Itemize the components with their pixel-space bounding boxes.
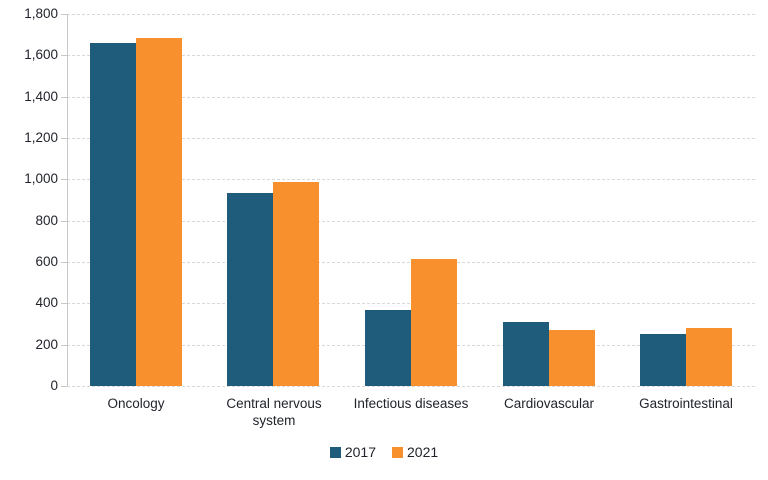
gridline-1000 [67, 179, 755, 181]
legend-label-2017: 2017 [344, 444, 376, 460]
y-tick-600 [61, 262, 67, 263]
gridline-800 [67, 220, 755, 222]
y-axis-label-200: 200 [35, 336, 58, 352]
y-axis-label-400: 400 [35, 295, 58, 311]
bar-2021-oncology [136, 38, 182, 386]
x-axis-label-oncology: Oncology [107, 396, 165, 411]
legend-item-2017: 2017 [329, 444, 376, 460]
bar-2017-gastrointestinal [640, 334, 686, 386]
legend-swatch-2017 [329, 446, 341, 458]
bar-2017-infectious-diseases [365, 310, 411, 386]
x-axis-label-central-nervous-system: Central nervous system [226, 396, 322, 428]
bar-2021-gastrointestinal [686, 328, 732, 386]
x-axis-label-cardiovascular: Cardiovascular [503, 396, 595, 411]
gridline-1800 [67, 14, 755, 15]
y-axis-label-1000: 1,000 [24, 171, 58, 187]
y-tick-1200 [61, 138, 67, 139]
y-axis-label-1800: 1,800 [24, 6, 58, 21]
bar-2021-cardiovascular [549, 330, 595, 386]
x-axis-label-infectious-diseases: Infectious diseases [353, 396, 469, 411]
y-tick-400 [61, 303, 67, 305]
bar-2021-central-nervous-system [273, 182, 319, 386]
y-tick-1000 [61, 179, 67, 181]
gridline-1400 [67, 96, 755, 98]
legend-swatch-2021 [392, 446, 403, 458]
y-axis-label-1400: 1,400 [24, 88, 58, 104]
bar-2017-cardiovascular [503, 322, 549, 386]
bar-2017-oncology [90, 43, 136, 386]
y-axis-label-0: 0 [50, 378, 58, 393]
y-axis-label-1200: 1,200 [24, 130, 58, 145]
legend-item-2021: 2021 [392, 444, 438, 460]
y-axis-line [67, 14, 68, 386]
legend-label-2021: 2021 [407, 444, 439, 460]
y-tick-200 [61, 344, 67, 346]
gridline-0 [67, 386, 755, 387]
bar-2017-central-nervous-system [227, 193, 273, 386]
bar-2021-infectious-diseases [411, 259, 457, 386]
y-tick-1600 [61, 55, 67, 57]
y-axis-label-800: 800 [35, 212, 58, 228]
y-tick-1800 [61, 14, 67, 15]
gridline-1600 [67, 55, 755, 57]
y-axis-label-600: 600 [35, 254, 58, 269]
y-tick-0 [61, 386, 67, 387]
y-tick-800 [61, 220, 67, 222]
y-axis-label-1600: 1,600 [24, 47, 58, 63]
legend: 2017 2021 [0, 444, 768, 460]
y-tick-1400 [61, 96, 67, 98]
x-axis-label-gastrointestinal: Gastrointestinal [639, 396, 733, 411]
gridline-1200 [67, 138, 755, 139]
